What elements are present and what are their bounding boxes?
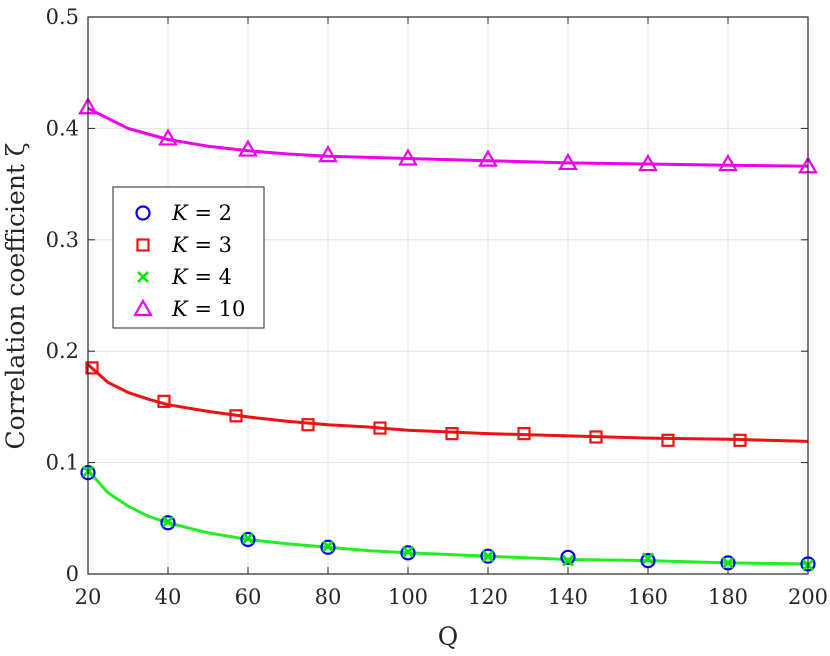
data-point-k2 [480, 548, 496, 564]
data-point-k3 [661, 433, 675, 447]
x-tick-label: 160 [628, 585, 668, 609]
data-point-k3 [301, 418, 315, 432]
x-tick-label: 60 [235, 585, 262, 609]
y-tick-label: 0.2 [46, 339, 79, 363]
data-point-k2 [160, 515, 176, 531]
series-line-4 [86, 469, 809, 566]
series-line-3 [87, 363, 809, 443]
x-tick-label: 100 [388, 585, 428, 609]
data-point-k10 [558, 152, 578, 171]
y-axis-title: Correlation coefficient ζ [1, 143, 30, 450]
data-point-k10 [718, 153, 738, 172]
legend-label: K = 3 [171, 233, 232, 257]
legend-marker-k4 [137, 271, 149, 283]
legend: K = 2 K = 3 K = 4 K = 10 [112, 186, 265, 329]
y-tick-label: 0.1 [46, 451, 79, 475]
data-point-k4 [642, 552, 654, 565]
x-tick-label: 20 [75, 585, 102, 609]
series-line-10 [87, 106, 809, 168]
data-point-k2 [240, 531, 256, 548]
x-tick-label: 40 [155, 585, 182, 609]
data-point-k3 [157, 394, 171, 408]
series-lines [86, 106, 809, 566]
y-tick-label: 0.3 [46, 228, 79, 252]
data-point-k2 [400, 545, 416, 561]
data-point-k4 [482, 550, 494, 563]
data-point-k4 [562, 554, 574, 567]
data-point-k4 [242, 532, 254, 545]
data-point-k10 [398, 148, 418, 166]
data-point-k10 [318, 144, 338, 163]
data-point-k10 [638, 153, 658, 172]
data-point-k3 [517, 427, 531, 441]
x-tick-label: 200 [788, 585, 828, 609]
legend-marker-k10 [133, 298, 153, 317]
data-point-k3 [373, 421, 387, 435]
data-point-k4 [162, 515, 174, 528]
x-tick-label: 140 [548, 585, 588, 609]
y-tick-label: 0 [66, 562, 79, 586]
data-point-k2 [560, 549, 576, 565]
legend-label: K = 10 [171, 297, 245, 321]
x-axis-title: Q [438, 622, 459, 651]
x-tick-label: 120 [468, 585, 508, 609]
legend-marker-k3 [136, 238, 150, 252]
y-tick-label: 0.5 [46, 5, 79, 29]
data-point-k3 [589, 430, 603, 444]
x-tick-label: 180 [708, 585, 748, 609]
y-tick-label: 0.4 [46, 116, 79, 140]
data-point-k3 [445, 427, 459, 441]
data-point-k3 [733, 433, 747, 447]
data-point-k3 [229, 409, 243, 423]
data-point-k4 [722, 556, 734, 569]
legend-label: K = 4 [171, 265, 232, 289]
data-point-k10 [158, 128, 178, 146]
data-point-k3 [85, 361, 99, 375]
data-point-k4 [402, 545, 414, 558]
x-tick-label: 80 [315, 585, 342, 609]
legend-label: K = 2 [171, 201, 232, 225]
data-point-k2 [320, 539, 336, 555]
data-point-k10 [238, 139, 258, 157]
plot-frame [87, 16, 809, 575]
legend-marker-k2 [135, 205, 151, 221]
data-point-k10 [478, 149, 498, 167]
axis-ticks: 20 40 60 80 100 120 140 160 180 200 0 0.1 0.2 0.3 0.4 0… [46, 5, 828, 609]
data-point-k4 [322, 540, 334, 553]
